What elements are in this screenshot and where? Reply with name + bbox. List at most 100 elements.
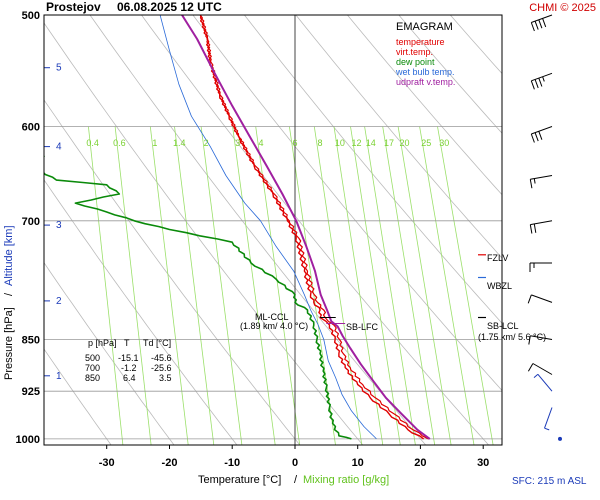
wind-barb-flag <box>530 22 535 32</box>
legend-item-updraft: udpraft v.temp. <box>396 77 455 87</box>
surface-elevation: SFC: 215 m ASL <box>512 476 587 487</box>
mixing-ratio-label: 4 <box>258 138 263 148</box>
altitude-tick-label: 2 <box>56 296 62 307</box>
updraft-virtual-temperature-line <box>181 15 431 440</box>
wind-barb-half-flag <box>533 178 536 184</box>
tick-layer: 0.4 0.6 1 1.4 2 3 4 6 8 10 12 14 17 20 25 3050060070085… <box>16 10 503 469</box>
mixing-ratio-line <box>200 126 243 445</box>
temperature-tick-label: 10 <box>352 457 364 469</box>
wind-barb-flag <box>534 79 539 89</box>
wind-barb <box>527 363 553 375</box>
pressure-tick-label: 1000 <box>16 434 40 446</box>
mixing-ratio-label: 17 <box>384 138 394 148</box>
table-row-850-t: 6.4 <box>123 373 136 383</box>
wind-barb-calm <box>558 436 562 441</box>
wind-barb-flag <box>529 179 533 189</box>
table-header-td: Td [°C] <box>143 338 171 348</box>
mixing-ratio-label: 0.6 <box>113 138 126 148</box>
wind-barb-half-flag <box>544 427 550 431</box>
wind-barb <box>530 126 553 143</box>
altitude-tick-label: 5 <box>56 63 62 74</box>
wind-barb <box>528 335 553 345</box>
mixing-ratio-line <box>382 126 436 445</box>
mixing-ratio-label: 12 <box>351 138 361 148</box>
temperature-tick-label: -30 <box>99 457 115 469</box>
wind-barb-shaft <box>532 363 553 375</box>
mixing-ratio-label: 1 <box>152 138 157 148</box>
mixing-ratio-line <box>333 126 384 445</box>
mixing-ratio-label: 8 <box>317 138 322 148</box>
altitude-tick-label: 4 <box>56 142 62 153</box>
table-row-500-t: -15.1 <box>118 353 139 363</box>
wind-barb-shaft <box>531 126 553 135</box>
y-axis-label-sep: / <box>3 292 15 296</box>
legend-item-temperature: temperature <box>396 37 445 47</box>
legend-item-virt-temp: virt.temp. <box>396 47 433 57</box>
mixing-ratio-line <box>397 126 452 445</box>
wind-barb-flag <box>530 133 535 143</box>
wind-barb-flag <box>538 131 543 140</box>
wind-barb <box>558 436 562 441</box>
table-row-850-p: 850 <box>85 373 100 383</box>
temperature-line <box>199 15 425 440</box>
pressure-tick-label: 500 <box>22 10 40 22</box>
mixing-ratio-line <box>350 126 401 445</box>
mixing-ratio-label: 30 <box>439 138 449 148</box>
fzlv-label: FZLV <box>487 253 508 263</box>
wind-barb-flag <box>542 18 547 28</box>
dry-adiabat <box>295 15 502 259</box>
y-axis-label: Pressure [hPa] / Altitude [km] <box>3 225 15 380</box>
table-header-p: p [hPa] <box>88 338 117 348</box>
datetime: 06.08.2025 12 UTC <box>117 0 222 14</box>
wind-barb <box>529 220 553 234</box>
wind-barb <box>529 262 552 272</box>
pressure-tick-label: 600 <box>22 122 40 134</box>
wind-barbs-layer <box>527 14 562 441</box>
wind-barb <box>530 72 553 90</box>
credit: CHMI © 2025 <box>529 2 596 14</box>
mixing-ratio-label: 6 <box>292 138 297 148</box>
mixing-ratio-label: 25 <box>421 138 431 148</box>
mixing-ratio-line <box>114 126 152 445</box>
table-row-500-td: -45.6 <box>151 353 172 363</box>
altitude-tick-label: 3 <box>56 220 62 231</box>
wind-barb-shaft <box>531 294 553 303</box>
x-axis-label-mixing: Mixing ratio [g/kg] <box>303 474 389 486</box>
wind-barb-shaft <box>531 14 553 23</box>
wind-barb-flag <box>538 19 543 29</box>
mixing-ratio-line <box>364 126 416 445</box>
mixing-ratio-label: 14 <box>366 138 376 148</box>
mixing-ratio-label: 2 <box>204 138 209 148</box>
legend-title: EMAGRAM <box>396 21 453 33</box>
pressure-tick-label: 925 <box>22 386 40 398</box>
grid-layer <box>44 15 502 445</box>
wind-barb-half-flag <box>533 373 539 378</box>
level-table: p [hPa] T Td [°C] 500 -15.1 -45.6 700 -1… <box>85 338 172 383</box>
y-axis-label-pressure: Pressure [hPa] <box>3 307 15 380</box>
virtual-temperature-line <box>199 15 429 440</box>
wind-barb <box>527 294 553 304</box>
dry-adiabat <box>398 15 502 134</box>
mixing-ratio-label: 0.4 <box>86 138 99 148</box>
pressure-tick-label: 700 <box>22 216 40 228</box>
mixing-ratio-label: 20 <box>399 138 409 148</box>
wet-bulb-line <box>159 15 377 440</box>
wind-barb-flag <box>538 77 543 87</box>
temperature-tick-label: -10 <box>224 457 240 469</box>
mixing-ratio-line <box>419 126 475 445</box>
sb-lcl-label: SB-LCL <box>487 321 519 331</box>
wind-barb-flag <box>527 363 534 372</box>
table-row-500-p: 500 <box>85 353 100 363</box>
mixing-ratio-line <box>313 126 363 445</box>
temperature-tick-label: 20 <box>414 457 426 469</box>
series-layer <box>44 15 431 440</box>
mixing-ratio-line <box>174 126 215 445</box>
wind-barb <box>530 14 553 32</box>
wind-barb-shaft <box>531 72 553 82</box>
wind-barb <box>529 175 553 189</box>
wind-barb-shaft <box>537 373 553 392</box>
table-header-t: T <box>124 338 130 348</box>
wind-barb <box>533 373 553 392</box>
station-name: Prostejov <box>46 0 101 14</box>
wind-barb-flag <box>529 224 533 234</box>
